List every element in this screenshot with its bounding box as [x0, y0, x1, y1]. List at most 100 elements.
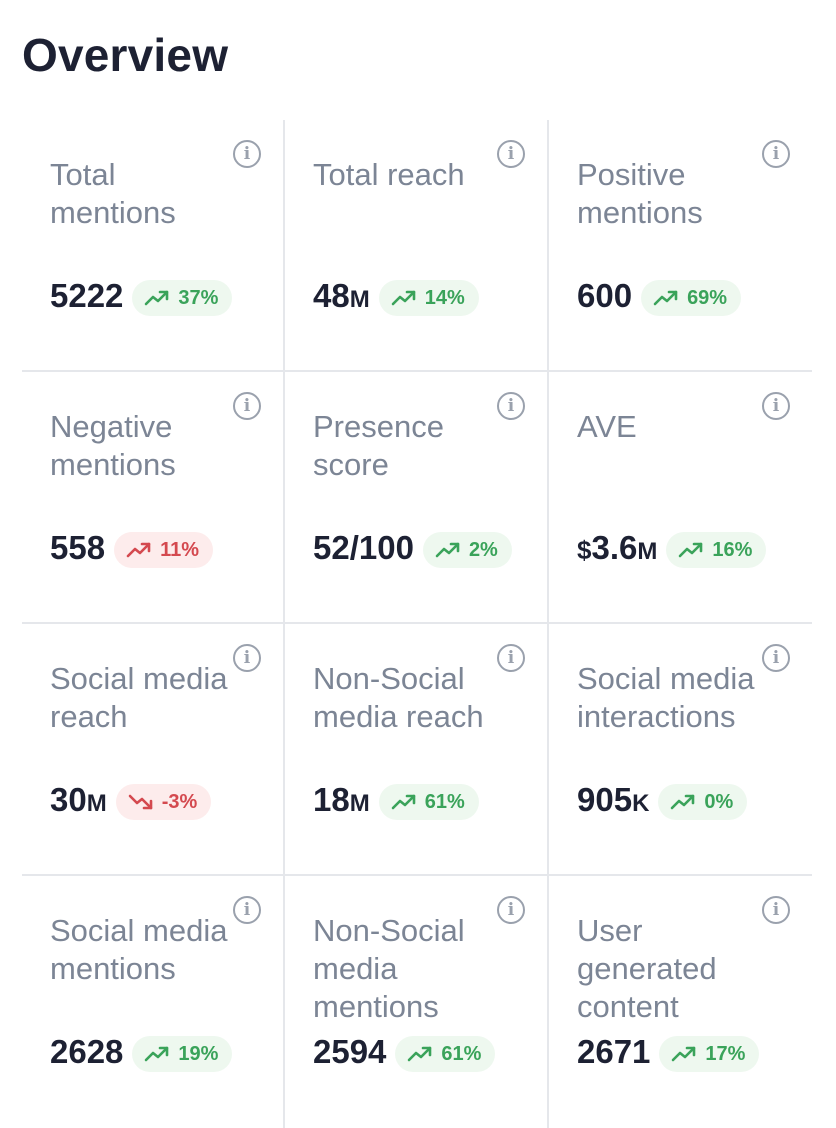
- metric-card-presence-score: Presence score i 52/100 2%: [285, 372, 549, 624]
- metric-label: User generated content: [577, 913, 717, 1024]
- metric-unit: M: [349, 286, 370, 313]
- metric-label: AVE: [577, 409, 637, 444]
- change-badge: 37%: [132, 280, 233, 316]
- metric-value-row: 30M -3%: [50, 780, 212, 824]
- metric-label: Social media mentions: [50, 913, 228, 986]
- metric-card-social-media-interactions: Social media interactions i 905K 0%: [549, 624, 812, 876]
- change-value: 69%: [687, 286, 728, 309]
- metric-value-row: $3.6M 16%: [577, 528, 767, 572]
- trend-up-icon: [391, 290, 416, 306]
- metric-value-row: 2628 19%: [50, 1032, 233, 1076]
- change-value: 2%: [468, 538, 498, 561]
- metric-label: Non-Social media mentions: [313, 913, 465, 1024]
- metric-value-row: 2594 61%: [313, 1033, 496, 1074]
- metric-value: 18M: [313, 780, 370, 824]
- metric-value: $3.6M: [577, 528, 657, 572]
- info-icon[interactable]: i: [233, 392, 261, 420]
- trend-up-icon: [391, 794, 416, 810]
- metric-number: 905: [577, 781, 633, 818]
- metric-value-row: 48M 14%: [313, 276, 479, 320]
- change-badge: 2%: [422, 532, 512, 568]
- change-value: 11%: [160, 538, 199, 561]
- metric-number: 3.6: [591, 529, 638, 566]
- metric-label: Negative mentions: [50, 409, 176, 482]
- metric-number: 600: [577, 277, 633, 314]
- trend-up-icon: [653, 290, 678, 306]
- metric-prefix: $: [577, 535, 592, 565]
- change-badge: 11%: [114, 532, 213, 568]
- metric-label: Social media interactions: [577, 661, 755, 734]
- info-icon[interactable]: i: [497, 896, 525, 924]
- metric-value: 558: [50, 528, 105, 572]
- change-value: 17%: [705, 1042, 746, 1065]
- change-badge: -3%: [115, 784, 212, 820]
- metric-unit: M: [86, 790, 107, 817]
- change-badge: 61%: [378, 784, 479, 820]
- info-icon[interactable]: i: [762, 896, 790, 924]
- change-value: 61%: [424, 790, 465, 813]
- metric-card-negative-mentions: Negative mentions i 558 11%: [22, 372, 285, 624]
- metric-unit: M: [637, 538, 658, 565]
- info-icon[interactable]: i: [762, 644, 790, 672]
- metric-number: 2671: [577, 1033, 651, 1070]
- trend-up-icon: [408, 1046, 432, 1062]
- metric-value: 905K: [577, 780, 649, 824]
- trend-up-icon: [435, 542, 460, 558]
- metric-card-user-generated-content: User generated content i 2671 17%: [549, 876, 812, 1128]
- change-badge: 61%: [395, 1036, 496, 1072]
- metric-label: Presence score: [313, 409, 444, 482]
- trend-up-icon: [672, 1046, 696, 1062]
- info-icon[interactable]: i: [497, 644, 525, 672]
- change-badge: 17%: [659, 1036, 760, 1072]
- metric-value: 2671: [577, 1032, 650, 1076]
- info-icon[interactable]: i: [762, 140, 790, 168]
- metric-card-social-media-reach: Social media reach i 30M -3%: [22, 624, 285, 876]
- metric-value-row: 2671 17%: [577, 1032, 760, 1076]
- info-icon[interactable]: i: [497, 140, 525, 168]
- change-value: 19%: [178, 1042, 219, 1065]
- change-value: -3%: [161, 790, 198, 813]
- change-value: 14%: [424, 286, 465, 309]
- metric-value: 48M: [313, 276, 370, 320]
- metric-number: 30: [50, 781, 87, 818]
- metric-number: 2594: [313, 1033, 387, 1070]
- trend-up-icon: [126, 542, 151, 558]
- metric-value-row: 600 69%: [577, 277, 742, 318]
- change-badge: 0%: [658, 784, 748, 820]
- info-icon[interactable]: i: [233, 644, 261, 672]
- metric-value: 2628: [50, 1032, 123, 1076]
- metric-value-row: 18M 61%: [313, 780, 479, 824]
- metric-card-social-media-mentions: Social media mentions i 2628 19%: [22, 876, 285, 1128]
- metric-value-row: 5222 37%: [50, 276, 233, 320]
- metric-unit: M: [349, 790, 370, 817]
- change-badge: 69%: [641, 280, 742, 316]
- metric-value-row: 905K 0%: [577, 780, 748, 824]
- info-icon[interactable]: i: [497, 392, 525, 420]
- change-badge: 16%: [666, 532, 767, 568]
- trend-up-icon: [679, 542, 703, 558]
- metric-card-non-social-media-reach: Non-Social media reach i 18M 61%: [285, 624, 549, 876]
- info-icon[interactable]: i: [233, 896, 261, 924]
- metric-number: 18: [313, 781, 350, 818]
- trend-up-icon: [145, 1046, 169, 1062]
- change-value: 37%: [178, 286, 219, 309]
- change-value: 61%: [441, 1042, 482, 1065]
- change-value: 16%: [712, 538, 753, 561]
- metric-label: Positive mentions: [577, 157, 703, 230]
- metric-number: 48: [313, 277, 350, 314]
- info-icon[interactable]: i: [762, 392, 790, 420]
- metric-value: 5222: [50, 276, 123, 320]
- metric-card-total-mentions: Total mentions i 5222 37%: [22, 120, 285, 372]
- metric-value-row: 558 11%: [50, 528, 213, 572]
- metric-number: 52/100: [313, 529, 414, 566]
- metric-value: 30M: [50, 780, 107, 824]
- change-badge: 19%: [132, 1036, 233, 1072]
- metric-number: 5222: [50, 277, 124, 314]
- metric-label: Social media reach: [50, 661, 228, 734]
- metric-value-row: 52/100 2%: [313, 529, 512, 570]
- metric-card-positive-mentions: Positive mentions i 600 69%: [549, 120, 812, 372]
- info-icon[interactable]: i: [233, 140, 261, 168]
- trend-down-icon: [128, 794, 153, 810]
- change-badge: 14%: [378, 280, 479, 316]
- metric-card-total-reach: Total reach i 48M 14%: [285, 120, 549, 372]
